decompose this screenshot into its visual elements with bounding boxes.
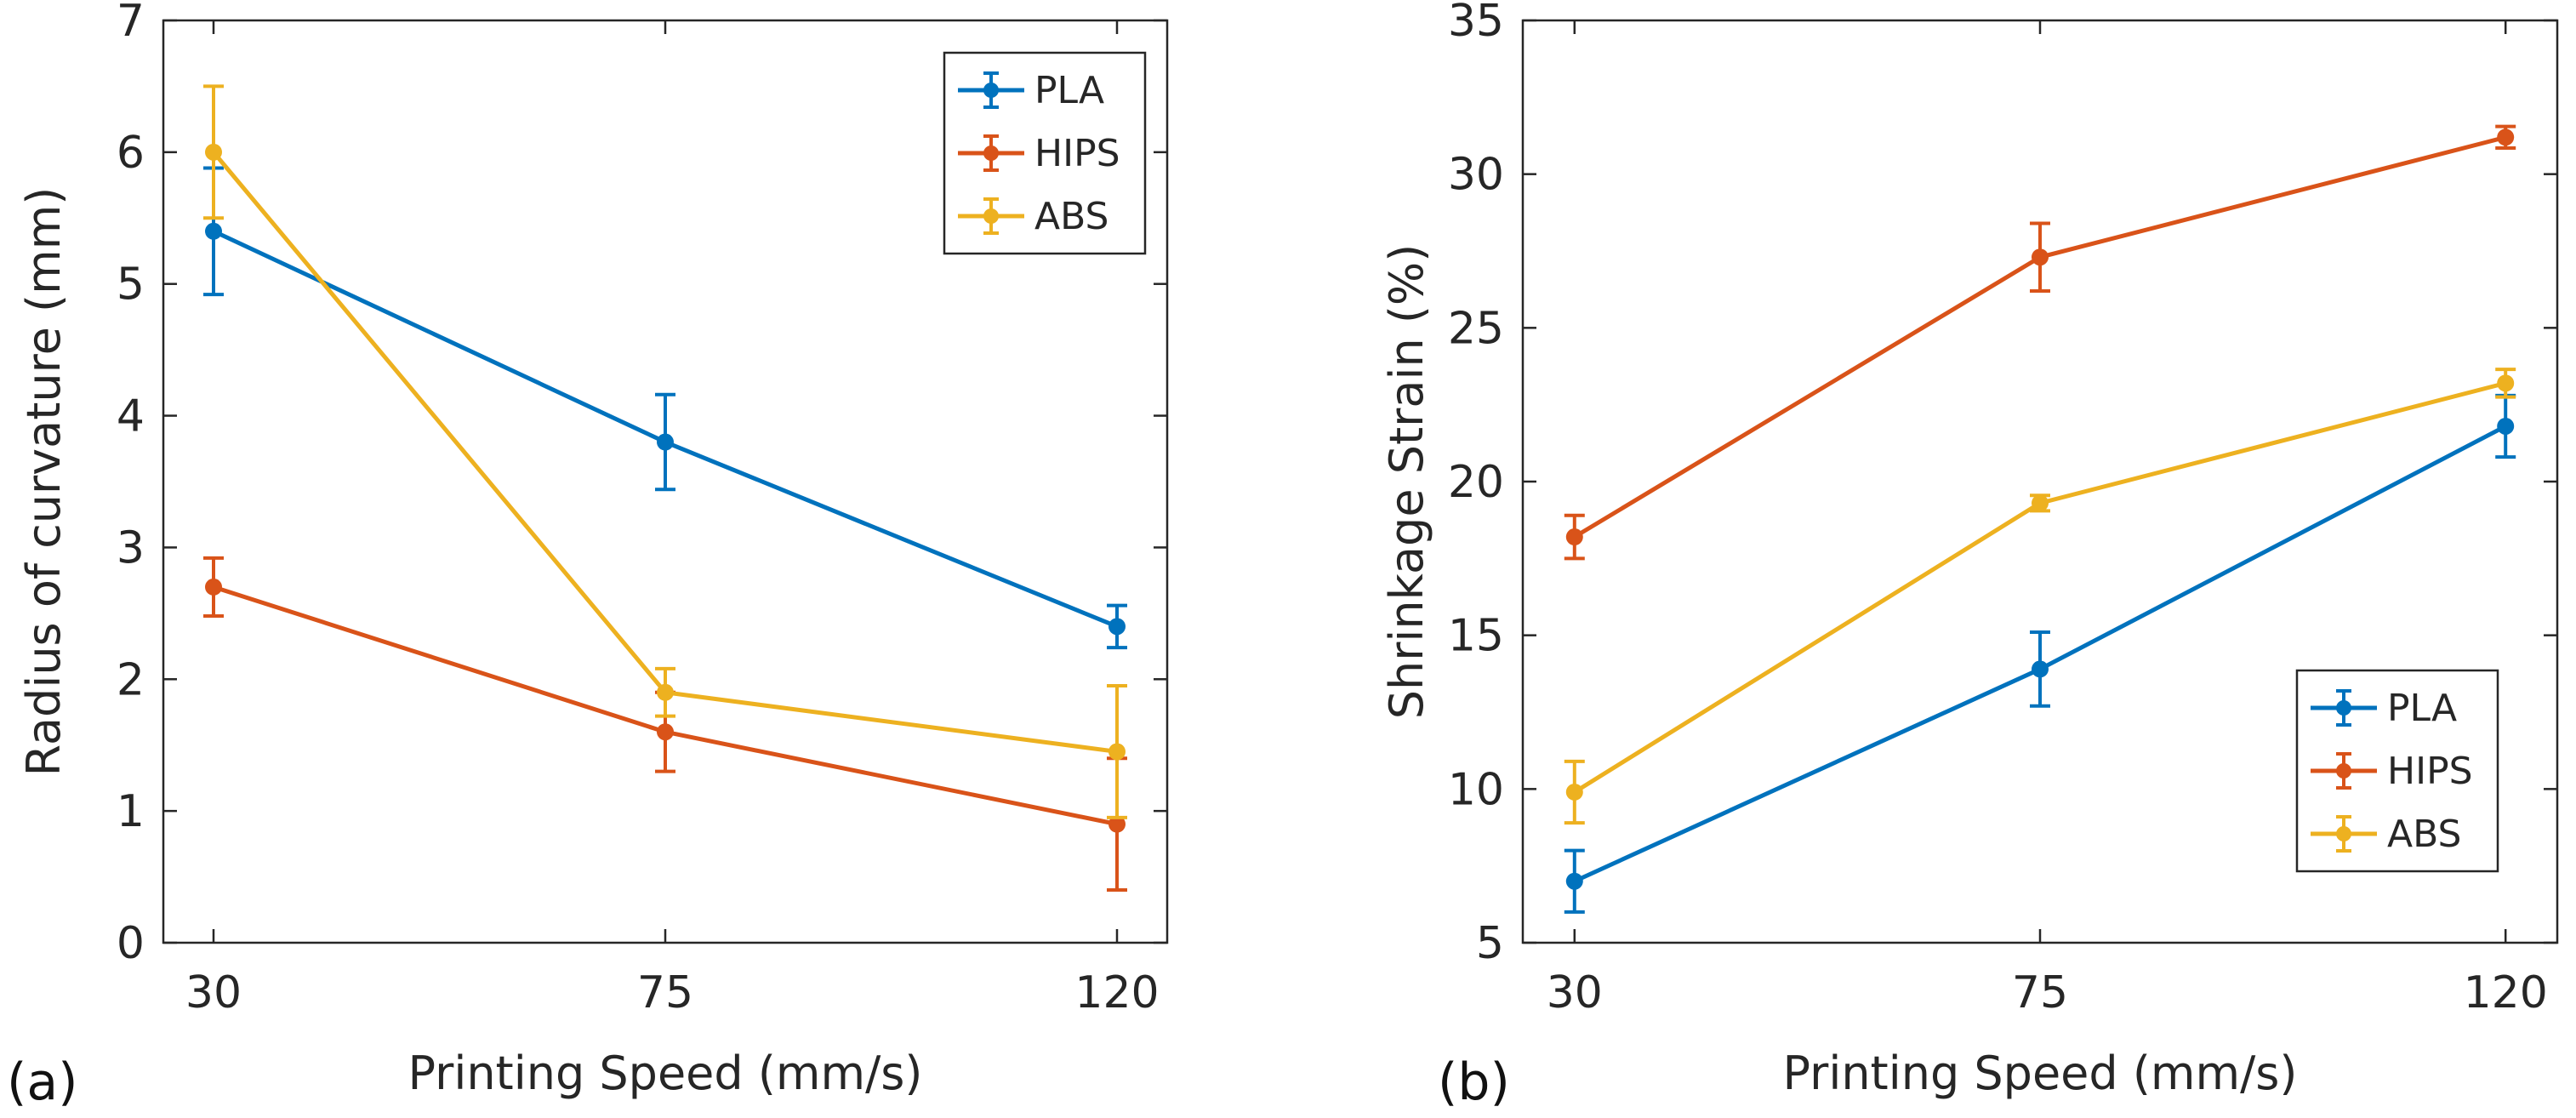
data-point-hips — [657, 723, 674, 741]
legend-marker-abs — [983, 208, 999, 224]
data-point-hips — [1108, 815, 1126, 833]
data-point-abs — [205, 143, 222, 161]
x-tick-label: 120 — [2464, 967, 2548, 1018]
legend-marker-pla — [2336, 700, 2351, 716]
panel-b-chart: 5 10 15 20 25 30 35 30 75 120 Printing Speed (mm/s… — [1380, 0, 2559, 1112]
y-tick-label: 15 — [1448, 611, 1504, 662]
x-axis-label: Printing Speed (mm/s) — [1783, 1047, 2298, 1100]
panel-label: (b) — [1438, 1052, 1510, 1112]
data-point-pla — [2497, 417, 2515, 435]
x-tick-label: 75 — [2012, 967, 2068, 1018]
data-point-abs — [2032, 494, 2049, 512]
legend-label-abs: ABS — [1034, 195, 1108, 238]
x-tick-label: 75 — [637, 967, 693, 1018]
x-axis-label: Printing Speed (mm/s) — [408, 1047, 923, 1100]
y-tick-label: 3 — [117, 522, 145, 573]
legend-label-hips: HIPS — [2387, 750, 2473, 793]
data-point-abs — [2497, 374, 2515, 392]
legend-label-abs: ABS — [2387, 813, 2461, 856]
legend-marker-abs — [2336, 826, 2351, 841]
y-axis-label: Shrinkage Strain (%) — [1380, 244, 1433, 720]
y-tick-label: 6 — [117, 128, 145, 179]
data-point-pla — [1108, 618, 1126, 636]
data-point-hips — [205, 578, 222, 596]
y-tick-label: 10 — [1448, 764, 1504, 815]
legend-marker-hips — [2336, 763, 2351, 779]
data-point-pla — [657, 433, 674, 451]
legend-label-pla: PLA — [2387, 687, 2457, 730]
data-point-abs — [1565, 783, 1583, 801]
legend-label-pla: PLA — [1034, 69, 1104, 112]
data-point-pla — [205, 222, 222, 240]
y-axis-label: Radius of curvature (mm) — [17, 187, 71, 777]
data-point-abs — [657, 683, 674, 701]
data-point-pla — [2032, 660, 2049, 678]
data-point-hips — [1565, 528, 1583, 546]
legend: PLA HIPS ABS — [943, 51, 1147, 255]
y-tick-label: 1 — [117, 786, 145, 837]
data-point-hips — [2497, 128, 2515, 146]
y-tick-label: 20 — [1448, 457, 1504, 508]
legend-label-hips: HIPS — [1034, 132, 1120, 175]
y-tick-label: 35 — [1448, 0, 1504, 47]
y-tick-label: 7 — [117, 0, 145, 47]
panel-a-chart: 0 1 2 3 4 5 6 7 30 75 120 Printing Speed (mm/s) Radi… — [7, 0, 1169, 1112]
data-point-hips — [2032, 248, 2049, 266]
legend-marker-hips — [983, 145, 999, 161]
y-tick-label: 5 — [1476, 918, 1504, 969]
legend-marker-pla — [983, 83, 999, 98]
x-tick-label: 30 — [1547, 967, 1603, 1018]
y-tick-label: 2 — [117, 654, 145, 705]
data-point-abs — [1108, 743, 1126, 761]
legend: PLA HIPS ABS — [2295, 669, 2499, 873]
y-tick-label: 0 — [117, 918, 145, 969]
x-tick-label: 120 — [1074, 967, 1159, 1018]
y-tick-label: 5 — [117, 260, 145, 311]
x-tick-label: 30 — [185, 967, 242, 1018]
y-tick-label: 30 — [1448, 150, 1504, 201]
y-tick-label: 25 — [1448, 303, 1504, 354]
panel-label: (a) — [7, 1052, 78, 1112]
y-tick-label: 4 — [117, 391, 145, 442]
data-point-pla — [1565, 872, 1583, 890]
